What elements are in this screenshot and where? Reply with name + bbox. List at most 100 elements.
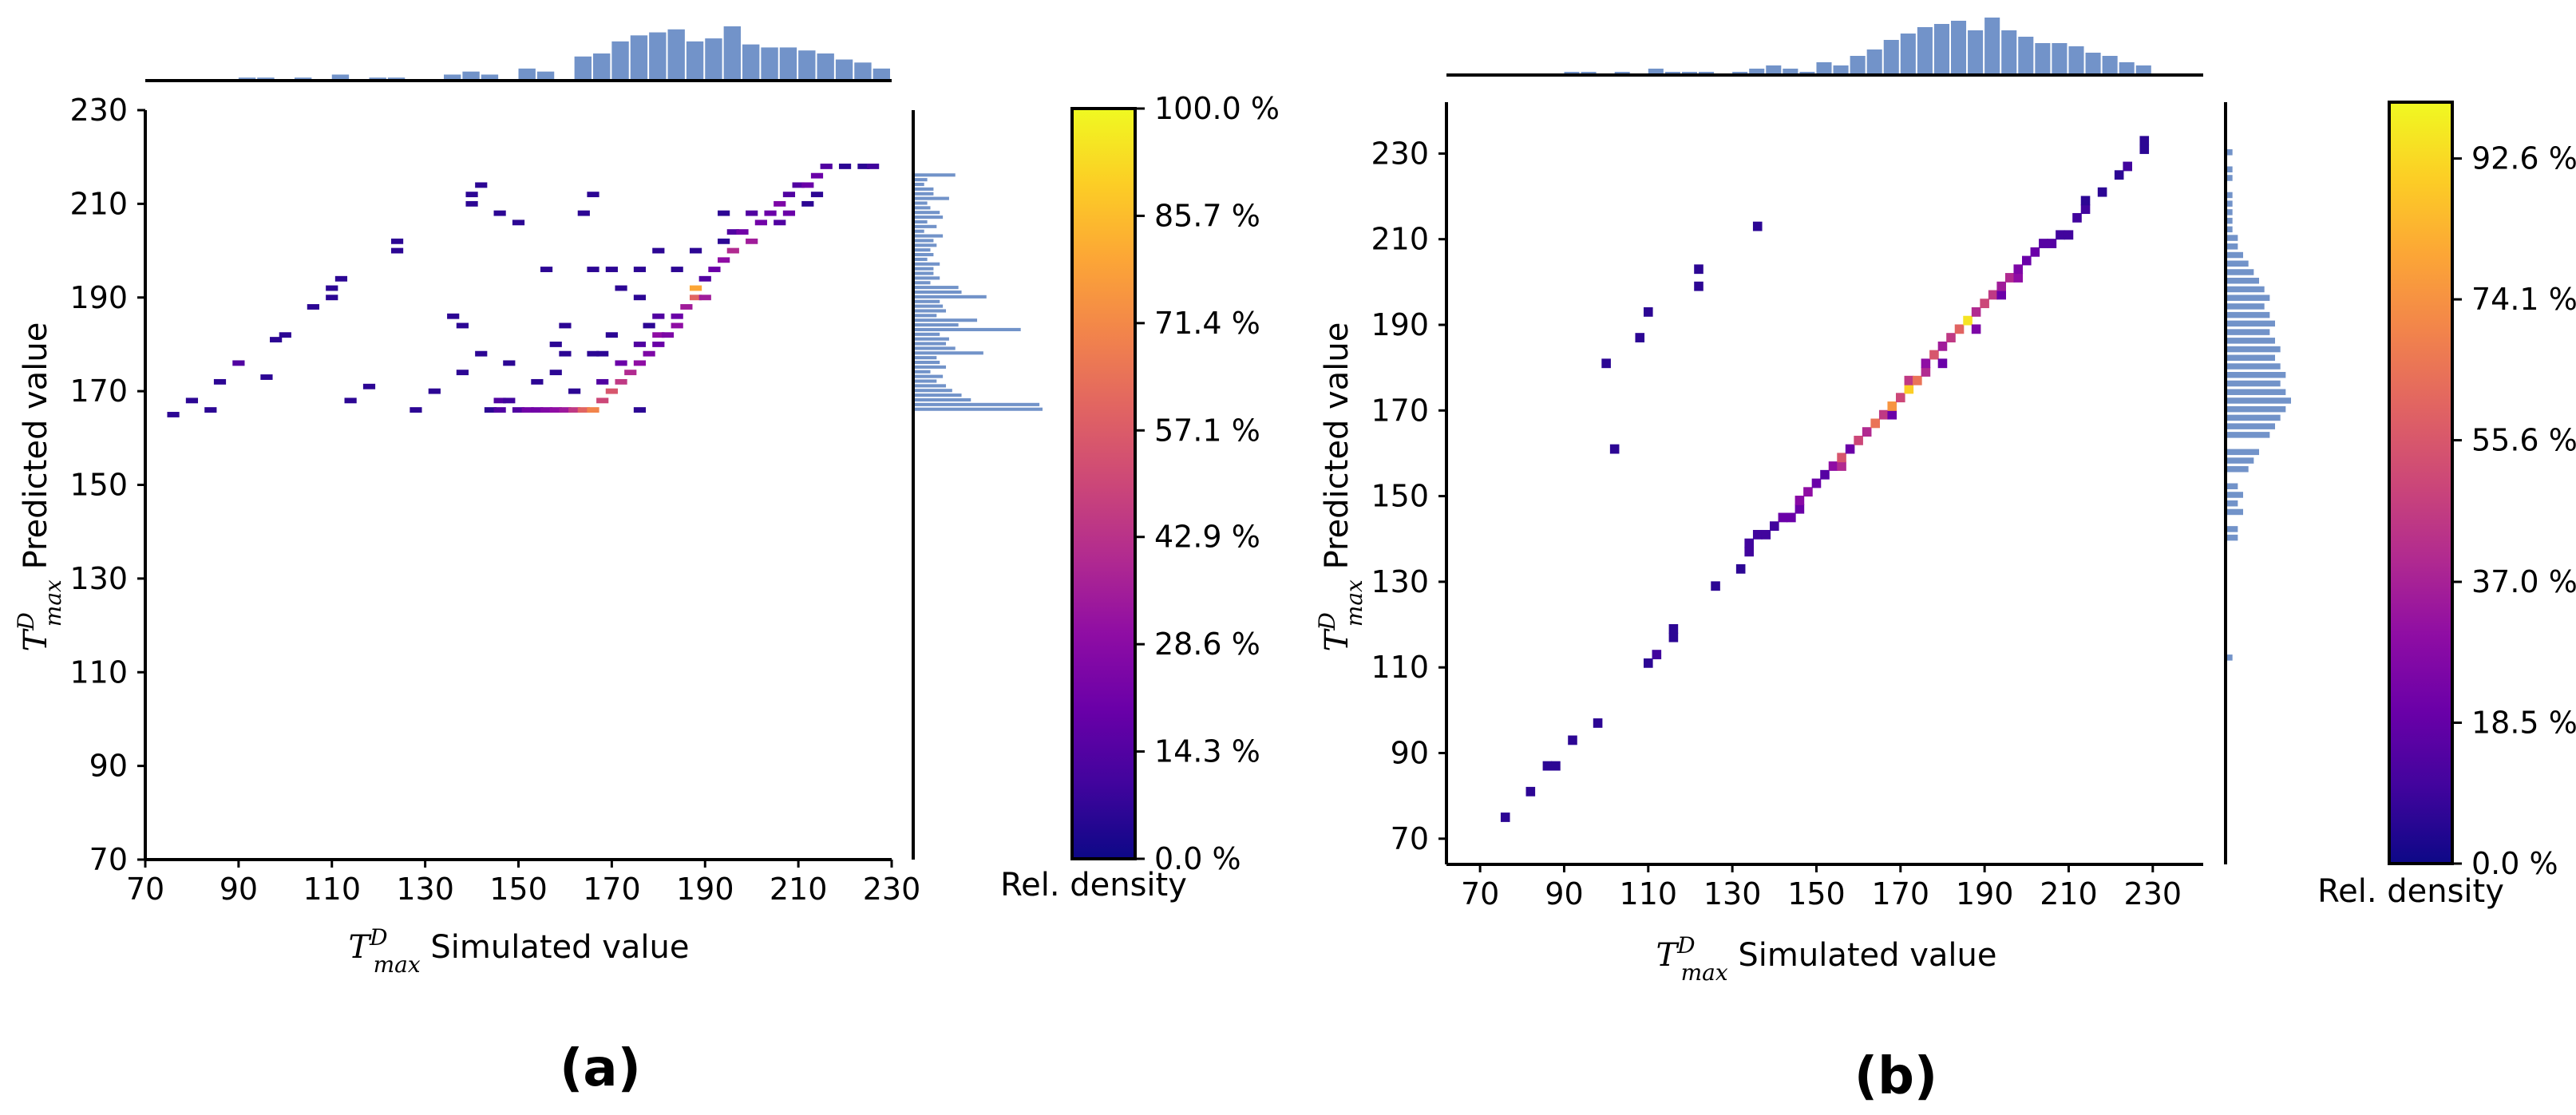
right-hist-bar [2227,192,2233,199]
right-hist-bar [915,187,934,191]
right-hist-bar [2227,269,2254,275]
heatmap-cell [587,350,599,357]
top-hist-bar [1766,65,1782,75]
top-hist-bar [1900,34,1916,75]
heatmap-cell [260,374,273,380]
heatmap-cell [559,322,572,329]
heatmap-cell [652,342,665,347]
heatmap-cell [2039,239,2048,248]
colorbar-tick-label: 57.1 % [1154,413,1260,448]
panel-b: 70 90 110 130 150 170 190 210 230 70 90 110 130 150 1… [1314,18,2576,1106]
heatmap-cell [726,247,739,254]
right-hist-bar [2227,243,2238,250]
heatmap-cell [746,210,758,216]
heatmap-cell [493,397,506,404]
top-hist-bar [649,32,667,81]
heatmap-cell [344,397,357,404]
heatmap-cell [1887,401,1897,411]
heatmap-cell [326,285,338,291]
heatmap-cell [1778,512,1788,523]
y-tick-label: 230 [69,93,128,128]
right-hist-bar [915,252,934,257]
right-hist-bar [915,224,937,228]
right-hist-bar [2227,295,2270,301]
heatmap-cell [1954,324,1965,334]
heatmap-cell [531,378,544,385]
heatmap-cell [1904,384,1914,394]
heatmap-cell [475,182,488,188]
right-hist-bar [2227,500,2238,507]
x-tick-label: 150 [489,872,548,907]
colorbar-tick-label: 28.6 % [1154,627,1260,662]
heatmap-cell [1694,264,1703,275]
x-tick-label: 110 [1620,876,1678,911]
heatmap-cell [1652,650,1662,660]
x-tick-label: 190 [1956,876,2014,911]
heatmap-cell [2064,230,2074,240]
top-hist-bar [481,74,499,81]
heatmap-cell [1609,444,1620,454]
right-hist-bar [2227,226,2233,233]
heatmap-cell [493,407,506,413]
right-hist-bar [915,201,928,205]
panel-b-y-label: TDmax Predicted value [1314,322,1367,652]
colorbar-tick-label: 0.0 % [2471,846,2558,881]
heatmap-cell [279,332,291,338]
top-hist-bar [1883,40,1899,75]
right-hist-bar [2227,466,2249,472]
right-hist-bar [915,402,1040,406]
heatmap-cell [820,163,833,169]
right-hist-bar [915,173,956,177]
right-hist-bar [2227,457,2254,464]
heatmap-cell [1752,529,1763,540]
heatmap-cell [596,378,609,385]
heatmap-cell [493,210,506,216]
top-hist-bar [1816,62,1832,75]
heatmap-cell [689,247,702,254]
heatmap-cell [1744,538,1754,548]
x-tick-label: 90 [1545,876,1583,911]
top-hist-bar [462,71,480,81]
heatmap-cell [1770,521,1779,532]
y-tick-label: 210 [69,186,128,221]
heatmap-cell [718,210,730,216]
colorbar-tick-label: 18.5 % [2471,706,2576,741]
y-tick-label: 130 [1371,564,1429,599]
colorbar-tick-label: 55.6 % [2471,423,2576,458]
heatmap-cell [484,407,497,413]
heatmap-cell [1937,358,1948,369]
heatmap-cell [2139,136,2150,146]
top-hist-bar [2135,65,2151,75]
right-hist-bar [915,229,924,233]
right-hist-bar [915,276,940,280]
right-hist-bar [2227,209,2233,215]
heatmap-cell [2123,161,2132,172]
panel-a-heatmap [167,163,880,417]
heatmap-cell [1946,333,1956,342]
right-hist-bar [915,370,931,374]
heatmap-cell [559,350,572,357]
heatmap-cell [652,247,665,254]
colorbar-tick-label: 37.0 % [2471,564,2576,599]
heatmap-cell [2080,196,2091,206]
heatmap-cell [661,332,675,338]
panel-a-y-ticks: 70 90 110 130 150 170 190 210 230 [69,93,145,877]
x-tick-label: 230 [2124,876,2182,911]
heatmap-cell [838,163,852,169]
heatmap-cell [810,172,824,179]
top-hist-bar [854,62,872,81]
heatmap-cell [1887,409,1897,420]
top-hist-bar [1850,56,1866,75]
top-hist-bar [779,47,797,81]
heatmap-cell [428,388,441,394]
heatmap-cell [568,407,581,413]
panel-b-y-ticks: 70 90 110 130 150 170 190 210 230 [1371,136,1446,856]
heatmap-cell [549,342,562,347]
heatmap-cell [204,407,217,413]
top-hist-bar [742,44,760,81]
heatmap-cell [643,322,655,329]
colorbar-tick-label: 100.0 % [1154,91,1280,126]
heatmap-cell [605,267,618,272]
top-hist-bar [1866,49,1882,75]
panel-b-label: (b) [1854,1047,1937,1106]
